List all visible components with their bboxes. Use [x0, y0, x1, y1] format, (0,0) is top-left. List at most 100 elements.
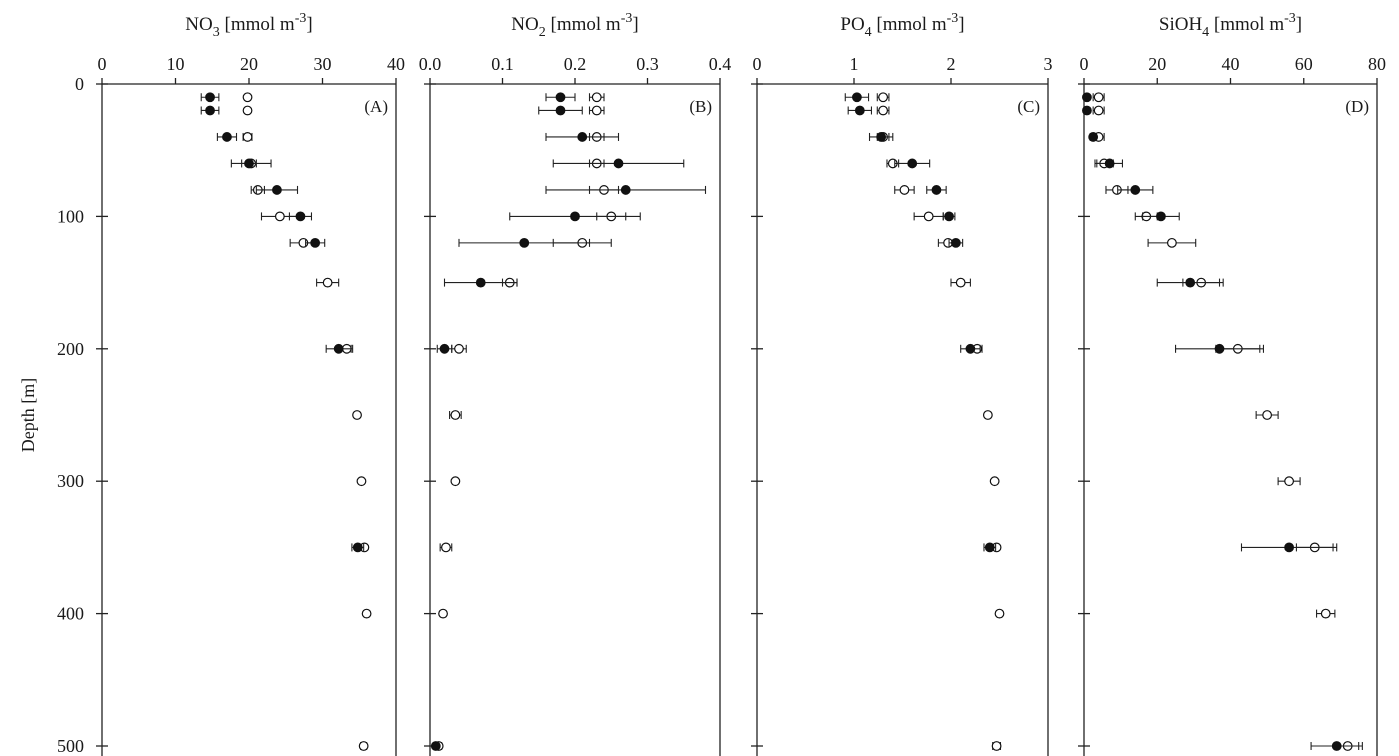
- series-filled: [200, 92, 365, 553]
- data-point-filled: [205, 92, 215, 103]
- x-tick-label: 0: [1080, 54, 1089, 74]
- y-tick-label: 500: [57, 736, 84, 756]
- x-tick-label: 2: [947, 54, 956, 74]
- data-point-open: [899, 185, 910, 195]
- panel-title: NO2 [mmol m-3]: [511, 11, 638, 40]
- title-superscript: -3: [947, 11, 959, 26]
- data-point-filled: [475, 277, 486, 288]
- data-point-open: [1284, 476, 1294, 487]
- data-point-filled: [439, 343, 450, 354]
- data-point-filled: [555, 92, 566, 103]
- title-main: NO: [511, 14, 538, 35]
- data-point-filled: [519, 237, 530, 248]
- title-superscript: -3: [295, 11, 307, 26]
- data-point-open: [955, 277, 966, 288]
- title-subscript: 4: [1202, 25, 1209, 40]
- panel-title: SiOH4 [mmol m-3]: [1159, 11, 1302, 40]
- data-point-filled: [577, 132, 588, 142]
- y-tick-label: 200: [57, 339, 84, 359]
- data-point-filled: [620, 185, 631, 195]
- x-tick-label: 20: [240, 54, 258, 74]
- data-point-open: [982, 410, 993, 420]
- data-point-filled: [1082, 92, 1092, 103]
- x-tick-label: 60: [1295, 54, 1313, 74]
- data-point-filled: [430, 741, 441, 751]
- x-tick-label: 80: [1368, 54, 1386, 74]
- data-point-open: [450, 476, 461, 487]
- data-point-filled: [570, 211, 580, 222]
- data-point-filled: [205, 105, 215, 116]
- x-tick-label: 0.3: [636, 54, 659, 74]
- data-point-open: [878, 105, 888, 116]
- data-point-filled: [984, 542, 995, 553]
- panel-label: (B): [689, 97, 712, 116]
- title-superscript: -3: [621, 11, 633, 26]
- data-point-open: [1320, 608, 1331, 619]
- y-tick-label: 100: [57, 206, 84, 226]
- data-point-open: [358, 741, 369, 751]
- data-point-open: [923, 211, 934, 222]
- title-close: ]: [1296, 14, 1302, 35]
- data-point-filled: [244, 158, 254, 169]
- data-point-open: [878, 92, 888, 103]
- data-point-filled: [1104, 158, 1115, 169]
- data-point-open: [322, 277, 333, 288]
- data-point-open: [352, 410, 362, 420]
- data-point-filled: [950, 237, 961, 248]
- x-tick-label: 0.2: [564, 54, 587, 74]
- panel-d: 0 20 40 60 80 SiOH4 [mmol m-3] (D): [1078, 11, 1386, 756]
- x-tick-label: 20: [1148, 54, 1166, 74]
- data-point-open: [991, 741, 1002, 751]
- data-point-open: [591, 105, 602, 116]
- data-point-filled: [272, 185, 282, 195]
- data-point-filled: [310, 237, 321, 248]
- panel-c: 0 1 2 3 PO4 [mmol m-3] (C): [751, 11, 1053, 756]
- data-point-filled: [222, 132, 232, 142]
- data-point-filled: [555, 105, 566, 116]
- data-point-filled: [1331, 741, 1342, 751]
- data-point-open: [242, 92, 253, 103]
- data-point-open: [591, 92, 602, 103]
- x-tick-label: 0.0: [419, 54, 442, 74]
- x-tick-label: 1: [850, 54, 859, 74]
- data-point-open: [361, 608, 372, 619]
- data-point-open: [1093, 105, 1104, 116]
- series-filled: [430, 92, 707, 751]
- data-point-filled: [931, 185, 942, 195]
- panel-title: PO4 [mmol m-3]: [840, 11, 964, 40]
- title-unit: [mmol m: [872, 14, 947, 35]
- title-unit: [mmol m: [1209, 14, 1284, 35]
- y-tick-label: 300: [57, 471, 84, 491]
- series-filled: [844, 92, 997, 553]
- title-close: ]: [958, 14, 964, 35]
- data-point-open: [242, 132, 253, 142]
- x-tick-label: 40: [387, 54, 405, 74]
- data-point-open: [454, 343, 464, 354]
- data-point-open: [1093, 92, 1104, 103]
- data-point-filled: [1284, 542, 1294, 553]
- data-point-open: [438, 608, 448, 619]
- data-point-filled: [352, 542, 363, 553]
- y-tick-label: 400: [57, 604, 84, 624]
- panel-a: 0 10 20 30 40 NO3 [mmol m-3] (A): [96, 11, 405, 756]
- data-point-filled: [965, 343, 976, 354]
- data-point-filled: [854, 105, 865, 116]
- title-unit: [mmol m: [546, 14, 621, 35]
- data-point-filled: [1130, 185, 1141, 195]
- panel-label: (A): [364, 97, 388, 116]
- x-tick-label: 40: [1222, 54, 1240, 74]
- data-point-open: [994, 608, 1005, 619]
- data-point-filled: [876, 132, 887, 142]
- series-open: [433, 92, 627, 751]
- data-point-filled: [907, 158, 918, 169]
- depth-axis: Depth [m] 0 100 200 300 400 500: [18, 74, 84, 756]
- title-close: ]: [306, 14, 312, 35]
- data-point-filled: [1214, 343, 1225, 354]
- title-main: PO: [840, 14, 864, 35]
- data-point-open: [242, 105, 253, 116]
- title-main: SiOH: [1159, 14, 1203, 35]
- panel-label: (C): [1017, 97, 1040, 116]
- data-point-filled: [1088, 132, 1099, 142]
- data-point-filled: [295, 211, 306, 222]
